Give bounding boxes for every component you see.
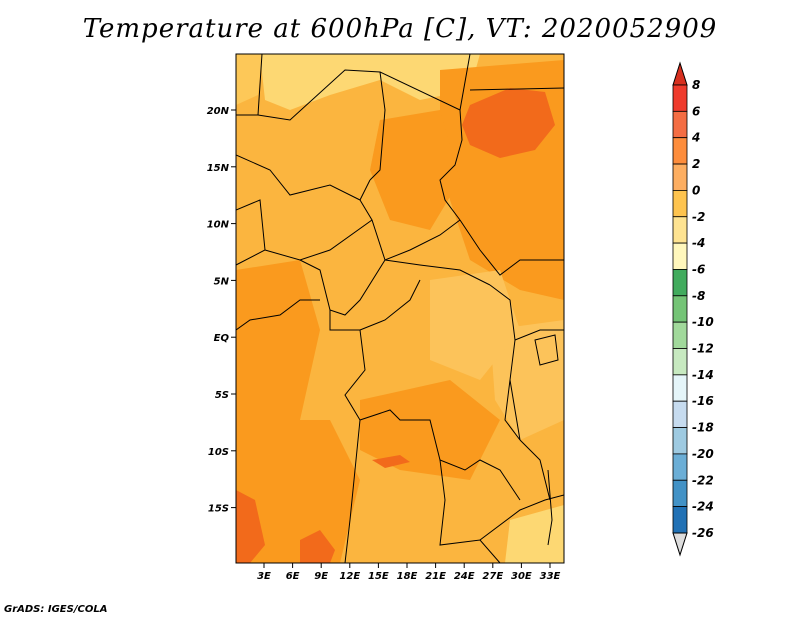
colorbar: 8 6 4 2 0 -2 -4 -6 -8 -10 -12 -14 -16 -18 -20 -22 -24 -26 <box>672 61 714 557</box>
border-lake-victoria <box>534 334 559 366</box>
colorbar-label: -10 <box>692 315 714 329</box>
colorbar-swatch <box>672 374 688 402</box>
border-drc-2 <box>489 284 521 441</box>
colorbar-label: -24 <box>692 500 714 514</box>
field-light-east <box>490 320 564 440</box>
lon-tick-label: 30E <box>511 571 532 582</box>
border-angola <box>344 419 361 563</box>
border-west-2 <box>264 219 373 261</box>
colorbar-label: -20 <box>692 447 714 461</box>
field-warm-west <box>236 260 320 430</box>
lat-tick-label: EQ <box>214 333 230 344</box>
field-hot-south <box>300 530 335 563</box>
colorbar-swatch <box>672 242 688 270</box>
border-cameroon <box>299 259 386 316</box>
colorbar-label: 4 <box>691 131 700 145</box>
colorbar-swatch <box>672 163 688 191</box>
colorbar-swatch <box>672 321 688 349</box>
colorbar-label: -12 <box>692 342 714 356</box>
colorbar-min-triangle <box>672 532 688 557</box>
country-borders <box>236 54 564 563</box>
border-congo <box>329 310 366 421</box>
map-title: Temperature at 600hPa [C], VT: 202005290… <box>82 14 718 44</box>
lon-tick-label: 6E <box>286 571 300 582</box>
colorbar-label: -4 <box>692 236 705 250</box>
colorbar-swatch <box>672 295 688 323</box>
lat-tick-label: 5S <box>215 390 229 401</box>
colorbar-label: -18 <box>692 421 714 435</box>
lon-tick-label: 27E <box>482 571 503 582</box>
lon-tick-label: 15E <box>368 571 389 582</box>
lon-tick-label: 21E <box>425 571 446 582</box>
border-drc-1 <box>359 279 421 331</box>
border-sudan <box>459 219 564 276</box>
colorbar-label: -16 <box>692 394 714 408</box>
lat-tick-label: 10S <box>208 447 229 458</box>
field-hot-northeast <box>462 88 555 158</box>
colorbar-swatch <box>672 216 688 244</box>
border-west-1 <box>236 199 266 266</box>
border-north-4 <box>439 109 463 221</box>
colorbar-label: -26 <box>692 526 714 540</box>
lon-tick-label: 12E <box>339 571 360 582</box>
lon-tick-label: 24E <box>454 571 475 582</box>
colorbar-label: -8 <box>692 289 705 303</box>
lon-tick-label: 3E <box>257 571 271 582</box>
field-warm-center <box>370 110 460 230</box>
colorbar-max-triangle <box>672 61 688 86</box>
lon-tick-label: 18E <box>397 571 418 582</box>
field-cool-southeast <box>505 505 564 563</box>
border-angola-2 <box>439 459 501 563</box>
border-nigeria <box>236 154 361 201</box>
colorbar-swatch <box>672 479 688 508</box>
colorbar-swatch <box>672 453 688 481</box>
border-lake-tanganyika <box>509 379 521 441</box>
longitude-axis: 3E 6E 9E 12E 15E 18E 21E 24E 27E 30E 33E <box>257 563 561 582</box>
lat-tick-label: 5N <box>214 276 230 287</box>
map-frame <box>235 53 565 564</box>
colorbar-label: -2 <box>692 210 705 224</box>
border-east-1 <box>514 329 564 341</box>
colorbar-label: 8 <box>692 78 700 92</box>
colorbar-swatch <box>672 400 688 428</box>
colorbar-swatch <box>672 189 688 218</box>
lat-tick-label: 15S <box>208 504 229 515</box>
lon-tick-label: 9E <box>314 571 328 582</box>
field-warm-south <box>236 420 360 563</box>
colorbar-label: 0 <box>692 183 700 197</box>
colorbar-swatch <box>672 137 688 165</box>
colorbar-label: 6 <box>692 104 700 118</box>
colorbar-swatch <box>672 269 688 297</box>
border-lake-malawi <box>547 469 553 546</box>
colorbar-swatch <box>672 506 688 534</box>
lat-tick-label: 10N <box>207 220 230 231</box>
colorbar-swatch <box>672 110 688 139</box>
border-north-5 <box>469 87 564 91</box>
colorbar-swatch <box>672 427 688 455</box>
field-cool-north-2 <box>236 54 262 105</box>
field-warm-central-south <box>360 380 500 480</box>
colorbar-label: -14 <box>692 368 714 382</box>
colorbar-swatch <box>672 348 688 376</box>
border-zambia <box>479 494 564 541</box>
field-hot-patch <box>372 455 410 468</box>
border-car <box>384 259 491 286</box>
colorbar-label: -22 <box>692 473 714 487</box>
lat-tick-label: 20N <box>207 106 230 117</box>
field-light-center <box>430 270 520 380</box>
colorbar-label: 2 <box>692 157 700 171</box>
border-east-2 <box>519 439 551 501</box>
lat-tick-label: 15N <box>207 163 230 174</box>
field-cool-north <box>260 54 480 110</box>
lon-tick-label: 33E <box>540 571 561 582</box>
latitude-axis: 20N 15N 10N 5N EQ 5S 10S 15S <box>207 106 236 515</box>
field-hot-southwest <box>236 490 265 563</box>
colorbar-label: -6 <box>692 262 705 276</box>
border-coast <box>236 299 320 331</box>
colorbar-swatch <box>672 84 688 112</box>
grads-credit: GrADS: IGES/COLA <box>4 604 108 615</box>
